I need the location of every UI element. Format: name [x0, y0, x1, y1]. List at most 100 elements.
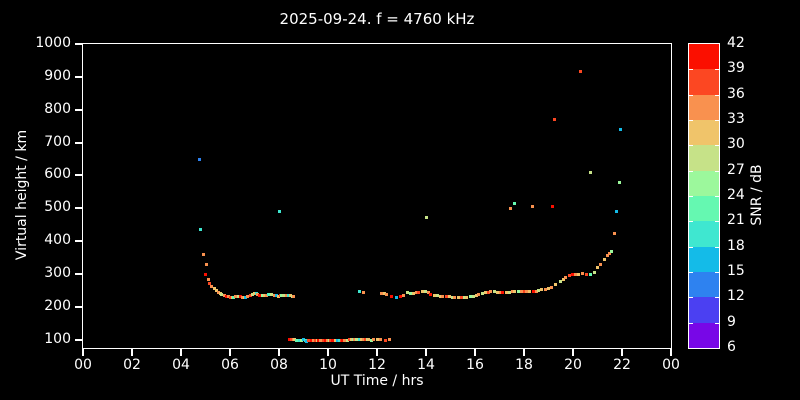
- data-point: [593, 270, 597, 274]
- data-point: [367, 338, 371, 342]
- data-point: [256, 292, 260, 296]
- data-point: [278, 210, 281, 214]
- data-point: [547, 286, 550, 290]
- colorbar-segment: [689, 145, 719, 171]
- data-point: [331, 338, 335, 342]
- colorbar-boundary-tick: [715, 297, 719, 299]
- data-point: [299, 338, 303, 342]
- data-point: [301, 338, 305, 342]
- data-point: [353, 338, 357, 342]
- data-point: [357, 338, 361, 342]
- data-point: [327, 338, 331, 342]
- data-point: [307, 339, 311, 343]
- data-point: [325, 338, 329, 342]
- data-point: [432, 293, 436, 297]
- data-point: [371, 338, 375, 342]
- x-axis-tick: [621, 349, 623, 356]
- data-point: [323, 338, 327, 342]
- x-axis-tick-label: 06: [221, 357, 239, 373]
- data-point: [501, 291, 505, 295]
- x-axis-tick-label: 16: [466, 357, 484, 373]
- data-point: [384, 292, 388, 296]
- data-point: [321, 338, 325, 342]
- x-axis-tick: [180, 349, 182, 356]
- data-point: [382, 292, 386, 296]
- data-point: [226, 295, 230, 299]
- data-point: [429, 292, 433, 296]
- data-point: [553, 283, 557, 287]
- data-point: [266, 292, 270, 296]
- data-point: [272, 293, 276, 297]
- data-point: [465, 295, 469, 299]
- data-point: [543, 287, 547, 291]
- data-point: [228, 295, 232, 299]
- colorbar-boundary-tick: [689, 94, 693, 96]
- data-point: [550, 205, 554, 209]
- colorbar-boundary-tick: [689, 69, 693, 71]
- data-point: [289, 338, 293, 342]
- data-point: [607, 252, 611, 256]
- data-point: [585, 272, 588, 276]
- data-point: [615, 210, 619, 214]
- data-point: [244, 295, 248, 299]
- data-point: [220, 292, 224, 296]
- data-point: [510, 290, 514, 294]
- colorbar-boundary-tick: [689, 297, 693, 299]
- x-axis-label: UT Time / hrs: [330, 373, 424, 389]
- data-point: [292, 294, 296, 298]
- data-point: [562, 277, 566, 281]
- colorbar-tick-label: 36: [727, 85, 745, 102]
- data-point: [355, 338, 359, 342]
- data-point: [549, 285, 553, 289]
- data-point: [246, 294, 250, 298]
- data-point: [293, 338, 297, 342]
- colorbar-boundary-tick: [689, 322, 693, 324]
- y-axis-tick-label: 700: [44, 133, 71, 150]
- colorbar: [688, 43, 720, 349]
- colorbar-boundary-tick: [689, 246, 693, 248]
- data-point: [417, 290, 421, 294]
- y-axis-tick: [75, 174, 82, 177]
- data-point: [250, 292, 254, 296]
- x-axis-tick-label: 22: [613, 357, 631, 373]
- data-point: [365, 338, 369, 342]
- data-point: [258, 293, 262, 297]
- data-point: [567, 273, 571, 277]
- y-axis-tick: [75, 240, 82, 243]
- data-point: [507, 291, 511, 294]
- data-point: [552, 118, 556, 122]
- data-point: [264, 293, 268, 297]
- x-axis-tick: [327, 349, 329, 356]
- data-point: [313, 339, 317, 343]
- colorbar-segment: [689, 170, 719, 196]
- colorbar-boundary-tick: [689, 170, 693, 172]
- data-point: [387, 338, 391, 342]
- y-axis-tick: [75, 273, 82, 276]
- colorbar-segment: [689, 195, 719, 222]
- x-axis-tick-label: 20: [564, 357, 582, 373]
- colorbar-boundary-tick: [689, 221, 693, 223]
- data-point: [210, 284, 214, 288]
- data-point: [349, 338, 353, 342]
- colorbar-boundary-tick: [715, 272, 719, 273]
- data-point: [483, 291, 487, 294]
- data-point: [453, 295, 457, 299]
- data-point: [534, 289, 538, 293]
- data-point: [519, 289, 523, 293]
- data-point: [369, 338, 373, 342]
- data-point: [317, 338, 321, 342]
- x-axis-tick: [82, 349, 84, 356]
- x-axis-tick-label: 12: [368, 357, 386, 373]
- data-point: [216, 290, 220, 294]
- y-axis-tick-label: 900: [44, 67, 71, 84]
- data-point: [617, 180, 621, 184]
- colorbar-tick-label: 6: [727, 339, 736, 355]
- data-point: [578, 70, 582, 74]
- y-axis-tick: [75, 141, 82, 144]
- data-point: [208, 281, 212, 285]
- data-point: [389, 295, 393, 299]
- x-axis-tick-label: 14: [417, 357, 435, 373]
- data-point: [218, 291, 222, 295]
- colorbar-boundary-tick: [689, 145, 693, 147]
